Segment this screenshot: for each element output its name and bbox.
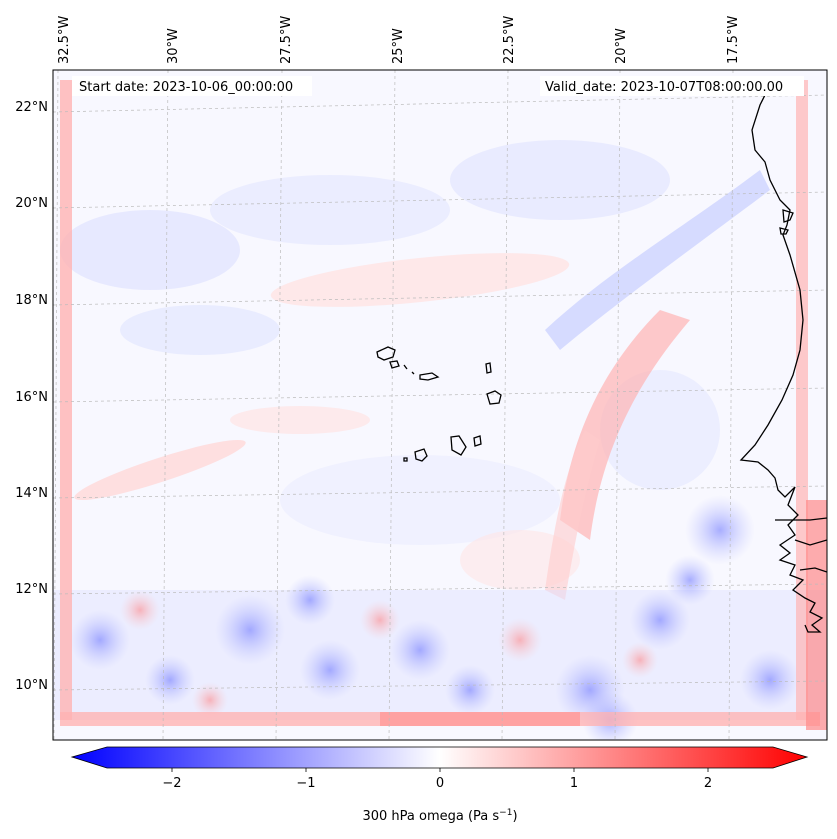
lon-label: 22.5°W	[502, 16, 517, 64]
omega-field	[53, 80, 827, 740]
lon-label: 25°W	[391, 28, 406, 64]
start-date-box	[72, 76, 312, 96]
graticule	[53, 70, 827, 740]
colorbar-tick: −2	[162, 776, 181, 791]
map-frame	[52, 69, 828, 741]
lon-label: 27.5°W	[279, 16, 294, 64]
start-date-label: Start date: 2023-10-06_00:00:00	[79, 80, 293, 95]
colorbar: −2 −1 0 1 2 300 hPa omega (Pa s−1)	[70, 746, 809, 824]
colorbar-tick: 1	[570, 776, 578, 791]
lat-label: 18°N	[15, 293, 48, 308]
lat-label: 12°N	[15, 582, 48, 597]
valid-date-label: Valid_date: 2023-10-07T08:00:00.00	[545, 80, 783, 95]
colorbar-tick: 0	[436, 776, 444, 791]
lon-label: 32.5°W	[57, 16, 72, 64]
longitude-labels: 32.5°W 30°W 27.5°W 25°W 22.5°W 20°W 17.5…	[57, 16, 741, 64]
lon-label: 20°W	[614, 28, 629, 64]
african-coastline	[739, 84, 827, 633]
cape-verde-islands	[376, 346, 502, 462]
lon-label: 17.5°W	[726, 16, 741, 64]
colorbar-tick: 2	[704, 776, 712, 791]
colorbar-label: 300 hPa omega (Pa s−1)	[362, 808, 517, 824]
valid-date-box	[540, 76, 804, 96]
lat-label: 22°N	[15, 100, 48, 115]
lon-label: 30°W	[166, 28, 181, 64]
lat-label: 10°N	[15, 678, 48, 693]
lat-label: 20°N	[15, 196, 48, 211]
colorbar-bar	[70, 746, 809, 769]
colorbar-tick: −1	[296, 776, 315, 791]
map-panel: Start date: 2023-10-06_00:00:00 Valid_da…	[53, 70, 827, 740]
latitude-labels: 22°N 20°N 18°N 16°N 14°N 12°N 10°N	[15, 100, 48, 693]
lat-label: 14°N	[15, 486, 48, 501]
lat-label: 16°N	[15, 390, 48, 405]
